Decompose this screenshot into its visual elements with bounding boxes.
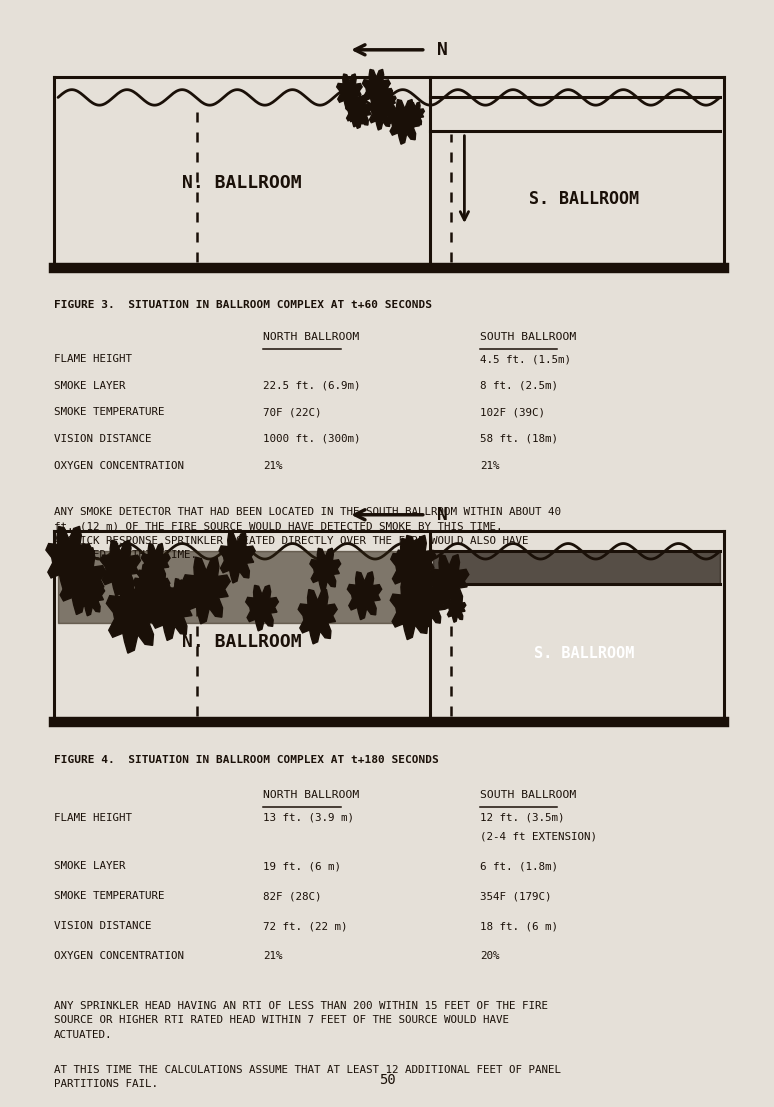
Text: 20%: 20% <box>480 951 499 961</box>
Polygon shape <box>101 540 141 596</box>
Polygon shape <box>396 536 436 591</box>
Text: 58 ft. (18m): 58 ft. (18m) <box>480 434 558 444</box>
Text: SMOKE LAYER: SMOKE LAYER <box>54 381 125 391</box>
Polygon shape <box>389 100 421 144</box>
Text: SMOKE TEMPERATURE: SMOKE TEMPERATURE <box>54 407 165 417</box>
Text: 21%: 21% <box>263 461 283 470</box>
Polygon shape <box>138 560 165 598</box>
Polygon shape <box>106 575 163 653</box>
Text: OXYGEN CONCENTRATION: OXYGEN CONCENTRATION <box>54 951 184 961</box>
Text: SMOKE TEMPERATURE: SMOKE TEMPERATURE <box>54 891 165 901</box>
Text: 70F (22C): 70F (22C) <box>263 407 322 417</box>
Text: ANY SPRINKLER HEAD HAVING AN RTI OF LESS THAN 200 WITHIN 15 FEET OF THE FIRE
SOU: ANY SPRINKLER HEAD HAVING AN RTI OF LESS… <box>54 1001 548 1039</box>
Text: FIGURE 4.  SITUATION IN BALLROOM COMPLEX AT t+180 SECONDS: FIGURE 4. SITUATION IN BALLROOM COMPLEX … <box>54 755 439 765</box>
Polygon shape <box>412 596 431 622</box>
Text: 4.5 ft. (1.5m): 4.5 ft. (1.5m) <box>480 354 571 364</box>
Polygon shape <box>142 544 170 583</box>
Polygon shape <box>133 565 170 615</box>
Text: 12 ft. (3.5m): 12 ft. (3.5m) <box>480 813 564 823</box>
Text: AT THIS TIME THE CALCULATIONS ASSUME THAT AT LEAST 12 ADDITIONAL FEET OF PANEL
P: AT THIS TIME THE CALCULATIONS ASSUME THA… <box>54 1065 561 1089</box>
Polygon shape <box>416 589 437 619</box>
Polygon shape <box>406 102 424 127</box>
Text: N. BALLROOM: N. BALLROOM <box>182 174 302 192</box>
Text: 21%: 21% <box>480 461 499 470</box>
Polygon shape <box>414 583 446 628</box>
Polygon shape <box>77 577 104 615</box>
Text: VISION DISTANCE: VISION DISTANCE <box>54 921 152 931</box>
Polygon shape <box>374 82 392 107</box>
Polygon shape <box>46 526 92 591</box>
Polygon shape <box>348 571 382 620</box>
Polygon shape <box>337 74 362 110</box>
Text: FLAME HEIGHT: FLAME HEIGHT <box>54 354 132 364</box>
Text: N. BALLROOM: N. BALLROOM <box>182 633 302 651</box>
Text: NORTH BALLROOM: NORTH BALLROOM <box>263 332 359 342</box>
Text: FLAME HEIGHT: FLAME HEIGHT <box>54 813 132 823</box>
Text: 354F (179C): 354F (179C) <box>480 891 551 901</box>
Polygon shape <box>219 532 255 583</box>
Polygon shape <box>391 538 432 596</box>
Text: 19 ft. (6 m): 19 ft. (6 m) <box>263 861 341 871</box>
Polygon shape <box>430 555 469 610</box>
Polygon shape <box>150 580 194 641</box>
Text: 6 ft. (1.8m): 6 ft. (1.8m) <box>480 861 558 871</box>
Text: VISION DISTANCE: VISION DISTANCE <box>54 434 152 444</box>
Text: SOUTH BALLROOM: SOUTH BALLROOM <box>480 332 576 342</box>
Polygon shape <box>387 104 404 128</box>
Text: NORTH BALLROOM: NORTH BALLROOM <box>263 790 359 800</box>
Polygon shape <box>412 562 437 597</box>
Polygon shape <box>245 586 279 631</box>
Text: 102F (39C): 102F (39C) <box>480 407 545 417</box>
Text: 21%: 21% <box>263 951 283 961</box>
Text: N: N <box>437 41 448 59</box>
Polygon shape <box>346 97 367 127</box>
Polygon shape <box>380 91 396 112</box>
Text: 22.5 ft. (6.9m): 22.5 ft. (6.9m) <box>263 381 361 391</box>
Text: 8 ft. (2.5m): 8 ft. (2.5m) <box>480 381 558 391</box>
Polygon shape <box>362 70 390 108</box>
Polygon shape <box>447 596 466 622</box>
Text: S. BALLROOM: S. BALLROOM <box>534 645 635 661</box>
Polygon shape <box>368 94 394 130</box>
Text: (2-4 ft EXTENSION): (2-4 ft EXTENSION) <box>480 831 597 841</box>
Polygon shape <box>298 589 337 644</box>
Text: FIGURE 3.  SITUATION IN BALLROOM COMPLEX AT t+60 SECONDS: FIGURE 3. SITUATION IN BALLROOM COMPLEX … <box>54 300 432 310</box>
Text: ANY SMOKE DETECTOR THAT HAD BEEN LOCATED IN THE SOUTH BALLROOM WITHIN ABOUT 40
f: ANY SMOKE DETECTOR THAT HAD BEEN LOCATED… <box>54 507 561 560</box>
Text: 13 ft. (3.9 m): 13 ft. (3.9 m) <box>263 813 354 823</box>
Text: 82F (28C): 82F (28C) <box>263 891 322 901</box>
Polygon shape <box>169 579 194 613</box>
Polygon shape <box>310 548 341 591</box>
Polygon shape <box>58 548 106 614</box>
Text: 1000 ft. (300m): 1000 ft. (300m) <box>263 434 361 444</box>
Text: OXYGEN CONCENTRATION: OXYGEN CONCENTRATION <box>54 461 184 470</box>
Text: N: N <box>437 506 448 524</box>
Text: SOUTH BALLROOM: SOUTH BALLROOM <box>480 790 576 800</box>
Polygon shape <box>348 95 372 128</box>
Text: S. BALLROOM: S. BALLROOM <box>529 190 639 208</box>
Text: SMOKE LAYER: SMOKE LAYER <box>54 861 125 871</box>
Text: 50: 50 <box>378 1073 396 1087</box>
Text: 18 ft. (6 m): 18 ft. (6 m) <box>480 921 558 931</box>
Polygon shape <box>183 557 230 624</box>
Text: 72 ft. (22 m): 72 ft. (22 m) <box>263 921 348 931</box>
Polygon shape <box>390 578 435 640</box>
